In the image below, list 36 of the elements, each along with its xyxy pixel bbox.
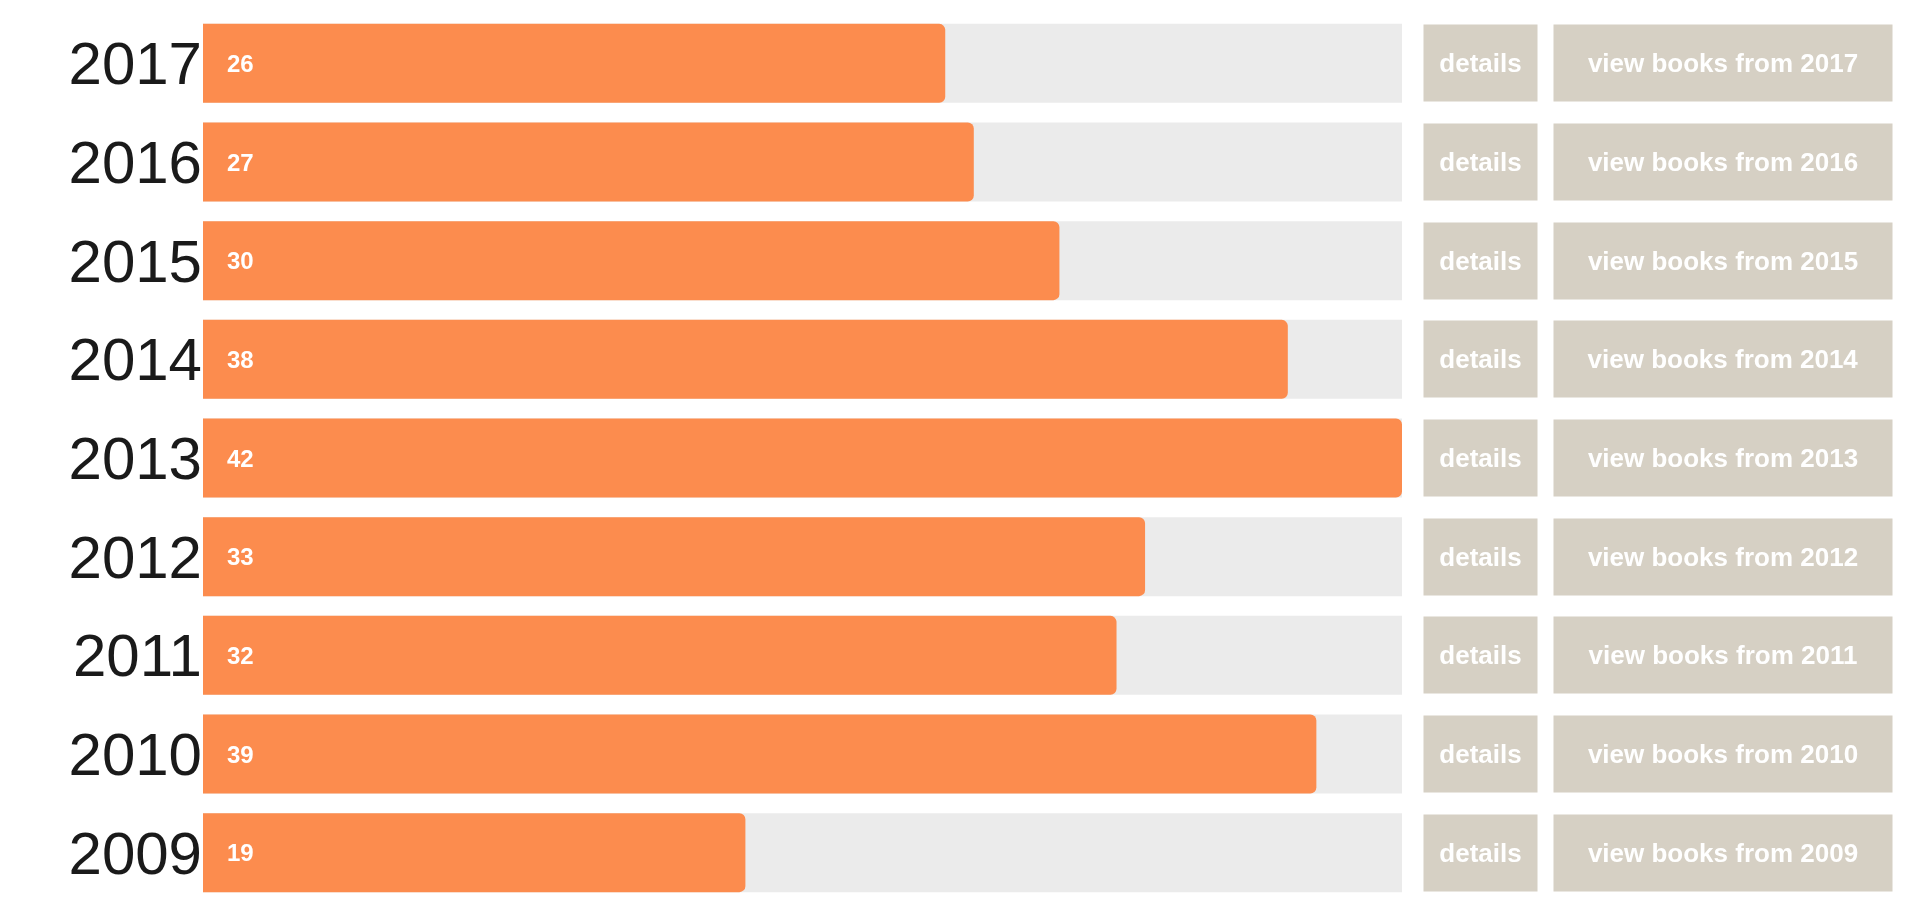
data-label: 42 xyxy=(227,445,254,472)
y-tick-label: 2010 xyxy=(68,721,202,788)
text: details xyxy=(1439,246,1522,276)
y-tick-label: 2017 xyxy=(68,30,202,98)
text: view books from 2012 xyxy=(1587,542,1859,572)
data-label: 33 xyxy=(227,543,254,570)
text: details xyxy=(1439,147,1522,177)
text: details xyxy=(1439,542,1522,572)
text: view books from 2017 xyxy=(1587,48,1859,78)
y-tick-label: 2011 xyxy=(72,622,202,690)
text: view books from 2009 xyxy=(1587,838,1859,868)
text: view books from 2016 xyxy=(1587,147,1859,177)
text: details xyxy=(1439,344,1522,374)
y-tick-label: 2016 xyxy=(68,129,202,196)
y-tick-label: 2012 xyxy=(68,523,202,591)
text: view books from 2010 xyxy=(1587,739,1859,769)
y-tick-label: 2014 xyxy=(68,326,202,394)
y-tick-label: 2009 xyxy=(68,819,202,887)
y-tick-label: 2015 xyxy=(68,227,202,295)
text: details xyxy=(1439,640,1522,670)
data-label: 39 xyxy=(227,741,254,768)
y-tick-label: 2013 xyxy=(68,425,202,492)
data-label: 38 xyxy=(227,346,254,373)
data-label: 19 xyxy=(227,839,254,866)
text: details xyxy=(1439,48,1522,78)
text: view books from 2015 xyxy=(1587,246,1859,276)
text: view books from 2011 xyxy=(1588,640,1858,670)
data-label: 26 xyxy=(227,50,254,77)
data-label: 32 xyxy=(227,642,254,669)
text: details xyxy=(1439,739,1522,769)
text: details xyxy=(1439,443,1522,473)
data-label: 30 xyxy=(227,247,254,274)
text: view books from 2013 xyxy=(1587,443,1859,473)
data-label: 27 xyxy=(227,149,254,176)
text: details xyxy=(1439,838,1522,868)
text: view books from 2014 xyxy=(1587,344,1859,374)
